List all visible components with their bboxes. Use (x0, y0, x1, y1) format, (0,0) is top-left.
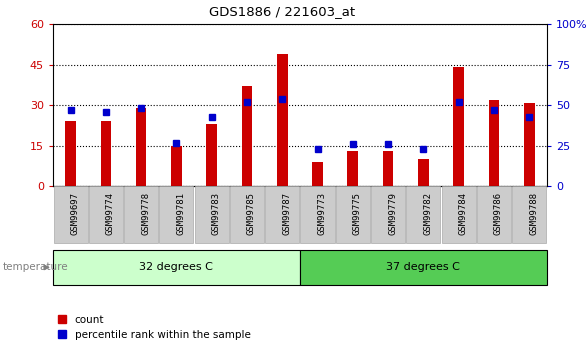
Bar (453, 67, 464, 186)
Bar (136, 108, 146, 186)
Bar (242, 86, 252, 186)
Text: GSM99781: GSM99781 (176, 191, 185, 235)
Bar (489, 100, 499, 186)
Text: GSM99784: GSM99784 (459, 191, 467, 235)
Text: 37 degrees C: 37 degrees C (386, 263, 460, 272)
Bar (524, 102, 534, 186)
Bar (206, 124, 217, 186)
Bar (312, 162, 323, 186)
Text: GSM99775: GSM99775 (353, 191, 362, 235)
Bar (171, 146, 182, 186)
Text: GSM99774: GSM99774 (106, 191, 115, 235)
Text: GSM99697: GSM99697 (71, 191, 79, 235)
Text: GSM99782: GSM99782 (423, 191, 432, 235)
Text: 32 degrees C: 32 degrees C (139, 263, 213, 272)
Text: GSM99787: GSM99787 (282, 191, 291, 235)
Bar (65, 121, 76, 186)
Text: temperature: temperature (3, 263, 69, 272)
Bar (101, 121, 111, 186)
Legend: count, percentile rank within the sample: count, percentile rank within the sample (58, 315, 250, 340)
Bar (418, 159, 429, 186)
Bar (348, 151, 358, 186)
Text: GSM99786: GSM99786 (494, 191, 503, 235)
Text: GDS1886 / 221603_at: GDS1886 / 221603_at (209, 5, 355, 18)
Bar (383, 151, 393, 186)
Text: GSM99773: GSM99773 (318, 191, 326, 235)
Text: GSM99778: GSM99778 (141, 191, 150, 235)
Text: GSM99779: GSM99779 (388, 191, 397, 235)
Bar (277, 54, 288, 186)
Text: GSM99785: GSM99785 (247, 191, 256, 235)
Text: GSM99788: GSM99788 (529, 191, 538, 235)
Text: GSM99783: GSM99783 (212, 191, 220, 235)
